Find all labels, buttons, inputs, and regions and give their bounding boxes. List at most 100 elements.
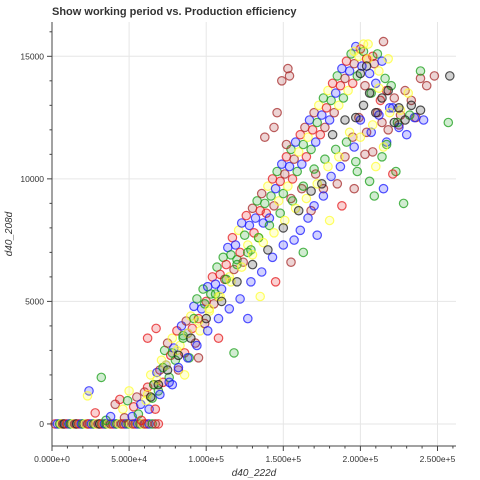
scatter-point (344, 127, 355, 138)
scatter-point (386, 80, 396, 91)
scatter-point (374, 66, 384, 76)
scatter-point (349, 142, 359, 152)
scatter-point (350, 156, 361, 167)
scatter-point (409, 112, 420, 123)
scatter-point (355, 115, 366, 125)
scatter-point (370, 161, 381, 172)
scatter-point (182, 328, 193, 339)
scatter-point (378, 142, 389, 152)
x-tick-label: 2.000e+5 (343, 454, 379, 464)
scatter-point (119, 412, 130, 423)
scatter-point (377, 93, 387, 103)
scatter-point (372, 49, 383, 59)
x-tick-label: 2.500e+5 (420, 454, 456, 464)
scatter-point (96, 372, 107, 383)
scatter-point (363, 53, 373, 64)
scatter-point (289, 235, 299, 245)
scatter-point (355, 132, 366, 142)
scatter-point (279, 169, 290, 179)
scatter-point (326, 95, 336, 106)
scatter-point (204, 303, 215, 314)
scatter-point (232, 276, 242, 287)
scatter-point (307, 125, 318, 135)
scatter-point (406, 100, 417, 111)
scatter-point (310, 137, 321, 147)
scatter-point (352, 166, 363, 177)
scatter-point (389, 117, 400, 128)
scatter-point (243, 247, 253, 258)
scatter-point (309, 164, 319, 174)
scatter-point (289, 154, 299, 164)
y-tick-label: 5000 (25, 296, 44, 306)
scatter-point (266, 191, 276, 201)
scatter-point (243, 313, 253, 324)
scatter-point (324, 115, 335, 125)
scatter-point (278, 188, 289, 199)
scatter-point (153, 419, 164, 429)
scatter-point (124, 386, 134, 396)
scatter-point (383, 53, 393, 64)
scatter-point (429, 71, 440, 81)
scatter-point (330, 88, 341, 98)
scatter-point (128, 401, 139, 412)
scatter-point (267, 252, 278, 263)
scatter-point (384, 107, 395, 118)
scatter-point (415, 73, 426, 84)
scatter-point (162, 365, 173, 375)
scatter-point (221, 274, 231, 285)
scatter-point (283, 63, 293, 74)
scatter-point (383, 125, 393, 135)
scatter-point (303, 132, 313, 142)
scatter-point (444, 71, 455, 81)
scatter-point (369, 191, 380, 201)
scatter-point (377, 152, 387, 162)
scatter-point (340, 115, 350, 125)
scatter-point (293, 205, 304, 216)
scatter-point (221, 259, 231, 270)
scatter-point (344, 66, 355, 76)
scatter-point (173, 365, 184, 375)
scatter-point (306, 186, 316, 196)
x-tick-label: 5.000e+4 (111, 454, 147, 464)
scatter-point (167, 333, 178, 343)
scatter-point (389, 93, 400, 103)
scatter-point (232, 259, 242, 270)
scatter-point (278, 240, 289, 250)
scatter-point (338, 93, 349, 103)
scatter-point (192, 340, 202, 351)
scatter-point (374, 83, 384, 93)
scatter-point (312, 230, 322, 240)
scatter-point (298, 247, 309, 258)
scatter-point (327, 129, 338, 140)
scatter-point (347, 78, 358, 89)
scatter-point (193, 352, 204, 363)
scatter-point (122, 395, 133, 406)
scatter-point (272, 107, 282, 118)
scatter-point (378, 183, 389, 194)
y-axis-label: d40_208d (4, 211, 15, 256)
scatter-point (333, 152, 344, 162)
scatter-point (256, 188, 267, 199)
scatter-point (261, 208, 272, 218)
x-tick-label: 1.000e+5 (188, 454, 224, 464)
scatter-point (343, 85, 353, 96)
scatter-point (241, 210, 252, 221)
scatter-point (269, 122, 279, 133)
scatter-point (256, 267, 267, 277)
scatter-point (298, 181, 309, 191)
scatter-point (303, 213, 313, 223)
scatter-point (323, 161, 333, 172)
scatter-point (250, 213, 261, 223)
scatter-point (383, 85, 393, 96)
scatter-point (364, 176, 375, 187)
scatter-point (355, 68, 366, 79)
scatter-point (173, 350, 184, 361)
scatter-point (418, 115, 429, 125)
scatter-point (155, 389, 165, 400)
scatter-point (132, 392, 142, 402)
scatter-point (316, 110, 327, 120)
scatter-point (394, 103, 404, 113)
scatter-point (284, 71, 295, 81)
scatter-point (270, 276, 281, 287)
